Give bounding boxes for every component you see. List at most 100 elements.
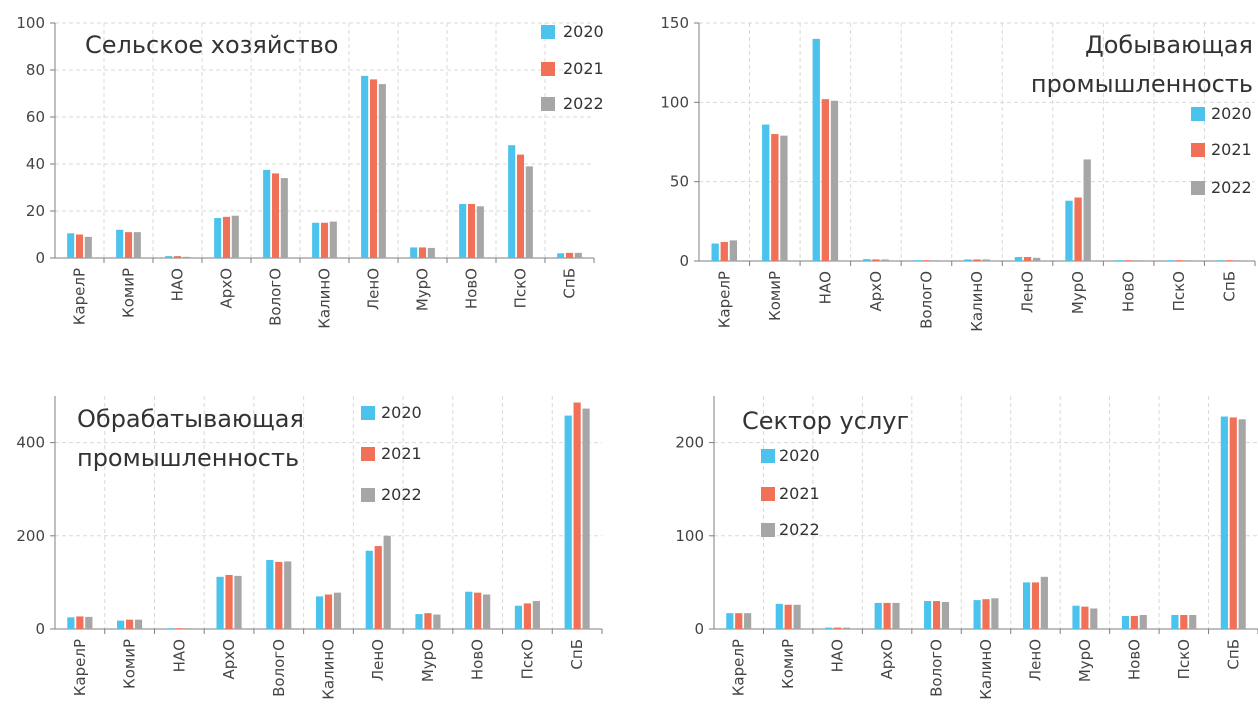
x-tick-label: МурО bbox=[1069, 271, 1087, 314]
bar-2021-КомиР bbox=[124, 232, 133, 258]
bar-2020-КарелР bbox=[67, 617, 75, 629]
bar-2020-ВологО bbox=[263, 169, 271, 258]
bar-2022-НовО bbox=[483, 594, 491, 629]
chart-title: Сельское хозяйство bbox=[85, 31, 338, 59]
bar-2021-КомиР bbox=[784, 604, 792, 629]
x-tick-label: СпБ bbox=[1224, 639, 1242, 670]
x-tick-label: ВологО bbox=[928, 639, 946, 697]
bar-2020-ПскО bbox=[1171, 615, 1179, 629]
legend-swatch-2020 bbox=[761, 449, 775, 463]
x-tick-label: НАО bbox=[816, 271, 834, 304]
bar-2022-МурО bbox=[427, 247, 435, 258]
chart-panel-4: 0 100 200 КарелР КомиР НАО АрхО ВологО КалинО Лен… bbox=[675, 396, 1258, 700]
bar-2022-АрхО bbox=[881, 259, 889, 261]
bar-2021-СпБ bbox=[1226, 260, 1234, 261]
x-tick-label: ВологО bbox=[917, 271, 935, 329]
chart-title-line-1: Обрабатывающая bbox=[77, 405, 304, 433]
bar-2021-АрхО bbox=[225, 574, 233, 629]
bar-2020-КомиР bbox=[117, 620, 125, 629]
legend-swatch-2022 bbox=[361, 488, 375, 502]
legend-label-2021: 2021 bbox=[381, 444, 422, 463]
bar-2022-ЛенО bbox=[383, 535, 391, 629]
x-tick-label: НовО bbox=[463, 268, 481, 309]
bar-2020-АрхО bbox=[216, 576, 224, 629]
x-tick-label: КомиР bbox=[120, 268, 138, 318]
bar-2021-СпБ bbox=[565, 252, 574, 258]
bar-2022-МурО bbox=[1090, 608, 1098, 629]
bar-2021-ЛенО bbox=[1031, 582, 1040, 629]
bar-2022-ПскО bbox=[532, 601, 540, 629]
bar-2022-СпБ bbox=[582, 408, 590, 629]
bar-2020-СпБ bbox=[564, 415, 572, 629]
legend: 2020 2021 2022 bbox=[541, 22, 604, 113]
y-tick-label: 0 bbox=[694, 620, 704, 638]
bar-2020-КалинО bbox=[315, 596, 324, 629]
x-tick-label: КомиР bbox=[766, 271, 784, 321]
bar-2022-ВологО bbox=[280, 178, 288, 258]
bar-2021-АрхО bbox=[872, 259, 880, 261]
bar-2021-МурО bbox=[1074, 197, 1082, 261]
legend-swatch-2022 bbox=[761, 523, 775, 537]
chart-title: Сектор услуг bbox=[742, 407, 909, 435]
x-tick-label: СпБ bbox=[568, 639, 586, 670]
x-tick-label: НовО bbox=[469, 639, 487, 680]
bar-2021-НАО bbox=[175, 628, 183, 629]
legend-label-2020: 2020 bbox=[1211, 104, 1252, 123]
bar-2021-СпБ bbox=[573, 402, 581, 629]
bar-2021-ПскО bbox=[516, 154, 525, 258]
legend-label-2022: 2022 bbox=[779, 520, 820, 539]
legend-label-2021: 2021 bbox=[563, 59, 604, 78]
x-tick-label: МурО bbox=[414, 268, 432, 311]
x-tick-label: НАО bbox=[169, 268, 187, 301]
y-tick-label: 200 bbox=[675, 434, 704, 452]
bar-2020-ВологО bbox=[924, 601, 932, 629]
bar-2020-КомиР bbox=[775, 603, 783, 629]
x-tick-label: КалинО bbox=[968, 271, 986, 332]
bar-2022-ВологО bbox=[941, 601, 950, 629]
y-tick-label: 0 bbox=[35, 620, 45, 638]
bar-2021-НовО bbox=[1130, 615, 1138, 629]
bar-2021-НАО bbox=[821, 99, 830, 261]
bar-2022-ВологО bbox=[284, 561, 292, 629]
bar-2020-ПскО bbox=[514, 605, 523, 629]
bar-2020-НАО bbox=[165, 256, 173, 258]
legend-label-2020: 2020 bbox=[779, 446, 820, 465]
x-tick-label: НАО bbox=[829, 639, 847, 672]
bar-2021-КарелР bbox=[76, 616, 84, 629]
x-tick-label: СпБ bbox=[561, 268, 579, 299]
bar-2021-НовО bbox=[474, 592, 482, 629]
bar-2021-НАО bbox=[834, 627, 842, 629]
bar-2022-АрхО bbox=[234, 575, 242, 629]
bar-2021-НовО bbox=[467, 203, 476, 258]
legend-label-2020: 2020 bbox=[381, 403, 422, 422]
bar-2020-ПскО bbox=[1166, 260, 1174, 261]
bar-2022-КомиР bbox=[780, 135, 788, 261]
bar-2022-ПскО bbox=[525, 166, 533, 258]
bar-2022-КарелР bbox=[84, 236, 92, 258]
chart-title-line-1: Добывающая bbox=[1085, 31, 1253, 59]
bar-2022-КалинО bbox=[991, 598, 999, 629]
y-tick-label: 100 bbox=[660, 93, 689, 111]
bar-2020-ПскО bbox=[508, 145, 516, 258]
bar-2021-ЛенО bbox=[1023, 257, 1032, 261]
bar-2021-ПскО bbox=[1175, 260, 1183, 261]
bar-2020-КалинО bbox=[973, 600, 981, 629]
bar-2020-КалинО bbox=[312, 222, 320, 258]
bar-2020-АрхО bbox=[874, 602, 882, 629]
legend-swatch-2021 bbox=[361, 447, 375, 461]
x-tick-label: АрхО bbox=[218, 268, 236, 308]
bar-2021-КомиР bbox=[125, 619, 134, 629]
legend-swatch-2020 bbox=[361, 406, 375, 420]
x-tick-label: КарелР bbox=[71, 639, 89, 696]
x-tick-label: НовО bbox=[1125, 639, 1143, 680]
chart-panel-2: 0 50 100 150 КарелР КомиР НАО АрхО ВологО КалинО Л… bbox=[660, 14, 1256, 332]
bar-2022-ПскО bbox=[1189, 615, 1197, 629]
x-tick-label: КалинО bbox=[977, 639, 995, 700]
bar-2022-НАО bbox=[830, 100, 839, 261]
chart-panel-3: 0 200 400 КарелР КомиР НАО АрхО ВологО КалинО Лен… bbox=[16, 396, 603, 700]
x-tick-label: ЛенО bbox=[1026, 639, 1044, 681]
legend-label-2022: 2022 bbox=[1211, 178, 1252, 197]
x-tick-label: МурО bbox=[1076, 639, 1094, 682]
x-tick-label: КарелР bbox=[71, 268, 89, 325]
